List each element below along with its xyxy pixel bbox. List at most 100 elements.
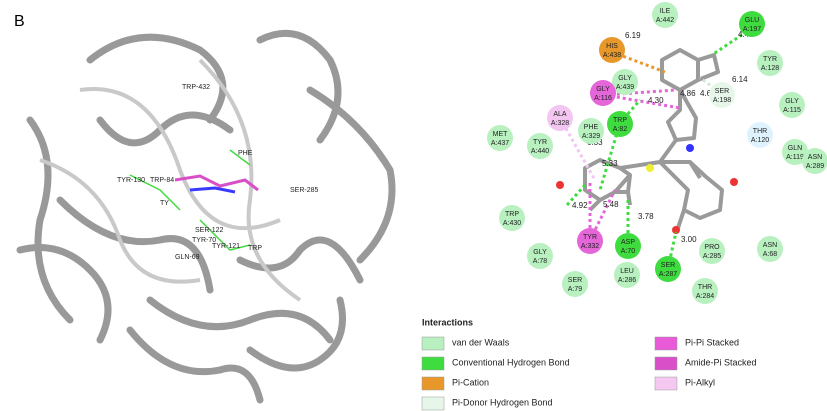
residue-id: A:285 — [703, 253, 721, 260]
residue — [692, 278, 718, 304]
residue-name: SER — [715, 88, 729, 95]
residue-name: TYR — [763, 56, 777, 63]
legend-swatch — [654, 336, 678, 351]
distance-label: 4.64 — [700, 89, 716, 98]
distance-label: 3.78 — [638, 212, 654, 221]
residue-id: A:116 — [594, 95, 612, 102]
residue — [527, 133, 553, 159]
residue-id: A:78 — [533, 258, 548, 265]
residue-name: TYR — [583, 234, 597, 241]
residue — [615, 233, 641, 259]
legend-label: van der Waals — [452, 337, 510, 347]
residue-name: ASN — [808, 154, 822, 161]
legend-label: Pi-Alkyl — [685, 377, 715, 387]
legend-swatch — [421, 376, 445, 391]
residue — [699, 238, 725, 264]
legend-swatch — [421, 396, 445, 411]
legend-label: Pi-Pi Stacked — [685, 337, 739, 347]
atom — [730, 178, 738, 186]
residue-id: A:128 — [761, 65, 779, 72]
residue — [757, 50, 783, 76]
structure-label: GLN-69 — [175, 254, 200, 261]
structure-label: TRP-84 — [150, 177, 174, 184]
atom — [646, 164, 654, 172]
structure-labels: TRP-432 PHE TYR-130 TRP-84 SER-285 TY SER-122 T… — [117, 84, 319, 261]
residue — [590, 80, 616, 106]
distance-label: 4.92 — [572, 201, 588, 210]
residue-id: A:79 — [568, 286, 583, 293]
residue — [607, 111, 633, 137]
residue-id: A:68 — [763, 251, 778, 258]
residue — [747, 122, 773, 148]
residue — [577, 228, 603, 254]
structure-label: TYR-121 — [212, 243, 240, 250]
residue — [527, 243, 553, 269]
structure-label: TRP — [248, 245, 262, 252]
residue-name: PHE — [584, 124, 599, 131]
atom — [556, 181, 564, 189]
residue — [578, 118, 604, 144]
residue-name: THR — [698, 284, 712, 291]
distance-label: 6.14 — [732, 75, 748, 84]
residue-id: A:438 — [603, 52, 621, 59]
residue-id: A:286 — [618, 277, 636, 284]
residue-id: A:440 — [531, 148, 549, 155]
residue-name: SER — [661, 262, 675, 269]
structure-label: SER-285 — [290, 187, 319, 194]
residue-id: A:115 — [783, 107, 801, 114]
residue-name: GLY — [533, 249, 547, 256]
residue-name: TYR — [533, 139, 547, 146]
residue-name: MET — [493, 131, 509, 138]
ligand-heteroatoms — [556, 144, 738, 234]
legend-swatch — [654, 376, 678, 391]
residue-id: A:289 — [806, 163, 824, 170]
residue-id: A:198 — [713, 97, 731, 104]
residue-id: A:119 — [786, 154, 804, 161]
residue-id: A:287 — [659, 271, 677, 278]
residue — [614, 262, 640, 288]
residue-name: THR — [753, 128, 767, 135]
residue-id: A:332 — [581, 243, 599, 250]
structure-label: TRP-432 — [182, 84, 210, 91]
residue-id: A:437 — [491, 140, 509, 147]
residue — [562, 271, 588, 297]
residue-name: PRO — [704, 244, 720, 251]
residue-id: A:82 — [613, 126, 628, 133]
residue — [652, 2, 678, 28]
legend: Interactions van der Waals Conventional Hy… — [421, 317, 757, 411]
atom — [672, 226, 680, 234]
protein-ribbon-light — [39, 58, 302, 302]
residue — [499, 205, 525, 231]
atom — [686, 144, 694, 152]
residue — [599, 37, 625, 63]
distance-label: 5.48 — [603, 200, 619, 209]
legend-label: Pi-Donor Hydrogen Bond — [452, 397, 553, 407]
residue-name: SER — [568, 277, 582, 284]
protein-ribbon — [16, 29, 396, 404]
residue-name: ASP — [621, 239, 635, 246]
residue-id: A:70 — [621, 248, 636, 255]
residue-name: LEU — [620, 268, 634, 275]
residue — [709, 82, 735, 108]
residue-name: GLY — [618, 75, 632, 82]
distance-label: 5.33 — [602, 159, 618, 168]
legend-swatch — [654, 356, 678, 371]
residue — [739, 11, 765, 37]
residue-name: GLU — [745, 17, 759, 24]
ligand-2d — [583, 48, 724, 229]
structure-label: TYR-70 — [192, 237, 216, 244]
residue-name: GLY — [785, 98, 799, 105]
residue — [757, 236, 783, 262]
residue-name: ILE — [660, 8, 671, 15]
distance-label: 4.86 — [680, 89, 696, 98]
distance-label: 3.00 — [681, 235, 697, 244]
residue-id: A:120 — [751, 137, 769, 144]
residue-name: TRP — [613, 117, 627, 124]
residue — [612, 69, 638, 95]
legend-swatch — [421, 356, 445, 371]
panel-label: B — [14, 13, 25, 30]
residue-name: TRP — [505, 211, 519, 218]
legend-label: Conventional Hydrogen Bond — [452, 357, 570, 367]
residue — [782, 139, 808, 165]
